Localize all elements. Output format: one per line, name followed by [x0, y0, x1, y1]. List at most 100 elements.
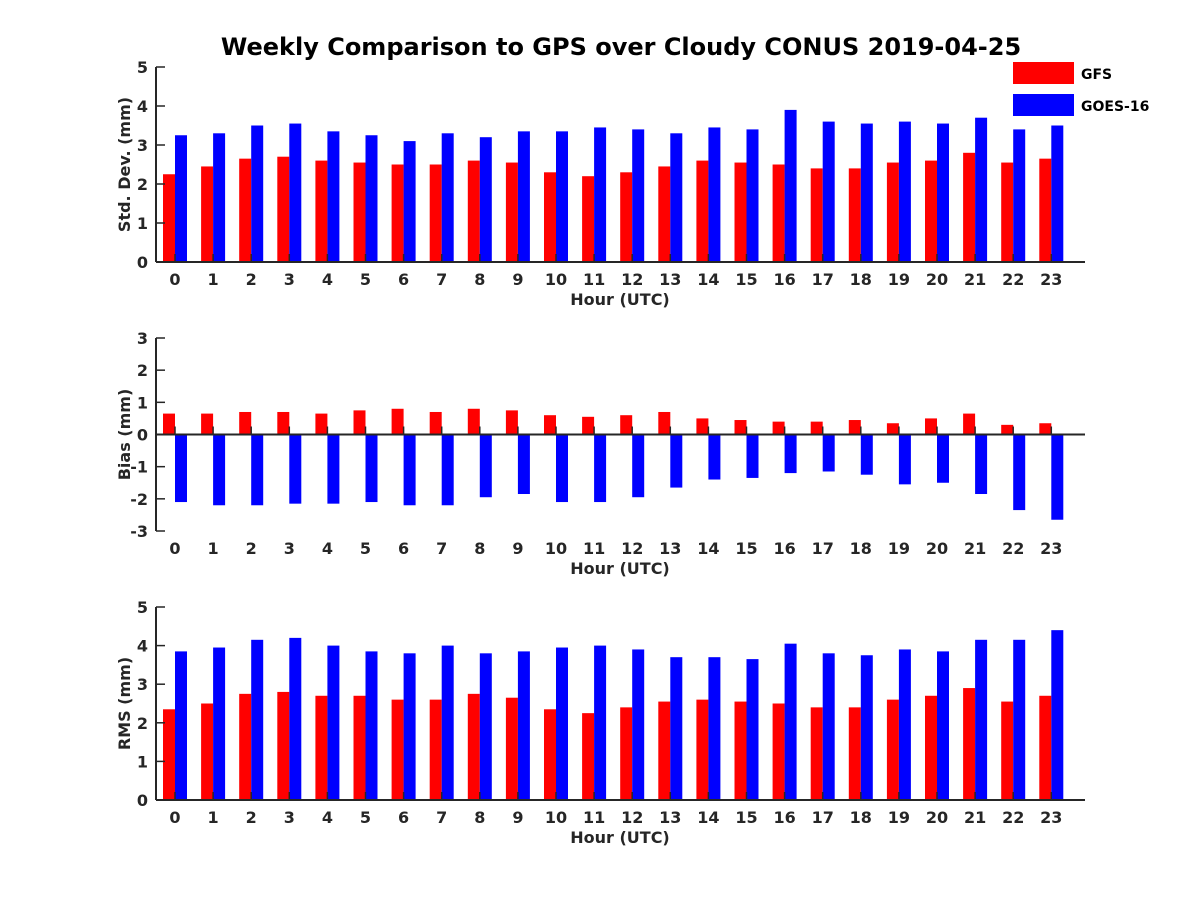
x-tick-label: 16	[773, 808, 795, 827]
y-tick-label: 3	[137, 329, 148, 348]
bar-gfs-hour-7	[429, 164, 442, 262]
x-axis-label: Hour (UTC)	[570, 828, 670, 847]
bar-goes16-hour-5	[365, 434, 378, 503]
bar-gfs-hour-12	[620, 415, 633, 435]
x-tick-label: 18	[850, 808, 872, 827]
bar-gfs-hour-8	[467, 160, 480, 262]
x-tick-label: 4	[322, 270, 333, 289]
bar-gfs-hour-20	[925, 695, 937, 800]
bar-goes16-hour-15	[746, 659, 759, 800]
bar-gfs-hour-10	[544, 709, 556, 800]
x-tick-label: 0	[169, 270, 180, 289]
bar-gfs-hour-2	[239, 411, 252, 435]
bar-gfs-hour-14	[696, 418, 709, 435]
bar-goes16-hour-23	[1051, 434, 1064, 520]
x-tick-label: 7	[436, 270, 447, 289]
bar-goes16-hour-14	[708, 434, 721, 480]
bar-goes16-hour-17	[822, 653, 835, 800]
bar-gfs-hour-23	[1039, 158, 1052, 262]
x-tick-label: 9	[512, 270, 523, 289]
bar-goes16-hour-16	[784, 109, 797, 263]
bar-gfs-hour-21	[963, 152, 976, 262]
y-tick-label: 3	[137, 136, 148, 155]
bar-goes16-hour-6	[403, 141, 416, 262]
y-axis-label: RMS (mm)	[115, 657, 134, 750]
x-tick-label: 12	[621, 539, 643, 558]
x-tick-label: 11	[583, 270, 605, 289]
x-tick-label: 14	[697, 539, 719, 558]
bar-goes16-hour-5	[365, 135, 378, 262]
bar-gfs-hour-13	[658, 411, 671, 435]
bar-goes16-hour-5	[365, 651, 378, 800]
bar-goes16-hour-0	[175, 135, 187, 262]
y-tick-label: -3	[130, 522, 148, 541]
bar-goes16-hour-4	[327, 131, 340, 262]
x-tick-label: 2	[246, 270, 257, 289]
x-tick-label: 1	[208, 808, 219, 827]
x-tick-label: 3	[284, 539, 295, 558]
x-axis-label: Hour (UTC)	[570, 559, 670, 578]
x-tick-label: 10	[545, 270, 567, 289]
bar-gfs-hour-6	[391, 164, 404, 262]
bar-gfs-hour-0	[163, 174, 175, 262]
x-tick-label: 18	[850, 539, 872, 558]
x-tick-label: 15	[735, 539, 757, 558]
bar-goes16-hour-22	[1013, 434, 1026, 511]
bar-goes16-hour-15	[746, 434, 759, 478]
figure-title: Weekly Comparison to GPS over Cloudy CON…	[221, 33, 1021, 61]
bar-goes16-hour-9	[517, 651, 530, 800]
bar-gfs-hour-21	[963, 413, 976, 435]
bar-gfs-hour-15	[734, 162, 747, 262]
y-tick-label: 1	[137, 393, 148, 412]
bar-goes16-hour-21	[975, 117, 988, 262]
y-tick-label: 4	[137, 97, 148, 116]
bar-gfs-hour-1	[201, 413, 214, 435]
bar-gfs-hour-7	[429, 699, 442, 800]
bar-gfs-hour-4	[315, 160, 328, 262]
bar-goes16-hour-8	[479, 137, 492, 262]
bar-gfs-hour-4	[315, 413, 328, 435]
bar-goes16-hour-9	[517, 131, 530, 262]
bar-gfs-hour-16	[772, 164, 785, 262]
x-tick-label: 6	[398, 539, 409, 558]
y-tick-label: -1	[130, 458, 148, 477]
bar-goes16-hour-21	[975, 434, 988, 495]
x-tick-label: 11	[583, 808, 605, 827]
x-tick-label: 13	[659, 539, 681, 558]
bar-goes16-hour-4	[327, 434, 340, 504]
bar-goes16-hour-3	[289, 123, 302, 262]
x-tick-label: 8	[474, 270, 485, 289]
y-axis-label: Std. Dev. (mm)	[115, 97, 134, 232]
bar-gfs-hour-20	[925, 160, 937, 262]
y-tick-label: 5	[137, 598, 148, 617]
bar-goes16-hour-8	[479, 653, 492, 800]
y-tick-label: 0	[137, 791, 148, 810]
x-tick-label: 4	[322, 539, 333, 558]
y-tick-label: 5	[137, 58, 148, 77]
x-tick-label: 9	[512, 539, 523, 558]
x-tick-label: 8	[474, 539, 485, 558]
bar-gfs-hour-2	[239, 693, 252, 800]
x-tick-label: 12	[621, 808, 643, 827]
bar-goes16-hour-12	[632, 129, 645, 262]
bar-gfs-hour-3	[277, 411, 290, 435]
x-tick-label: 23	[1040, 539, 1062, 558]
x-tick-label: 17	[812, 539, 834, 558]
x-tick-label: 16	[773, 270, 795, 289]
bar-gfs-hour-1	[201, 166, 214, 262]
bar-gfs-hour-19	[886, 162, 899, 262]
x-tick-label: 6	[398, 808, 409, 827]
y-axis-label: Bias (mm)	[115, 389, 134, 481]
bar-goes16-hour-17	[822, 434, 835, 472]
x-tick-label: 2	[246, 808, 257, 827]
bar-gfs-hour-9	[505, 697, 518, 800]
x-tick-label: 22	[1002, 270, 1024, 289]
y-tick-label: 0	[137, 253, 148, 272]
x-tick-label: 13	[659, 808, 681, 827]
legend-swatch-goes16	[1013, 94, 1074, 116]
bar-goes16-hour-19	[898, 121, 911, 262]
bar-goes16-hour-14	[708, 657, 721, 800]
bar-gfs-hour-22	[1001, 162, 1014, 262]
bar-gfs-hour-22	[1001, 701, 1014, 800]
bar-gfs-hour-10	[544, 172, 556, 262]
